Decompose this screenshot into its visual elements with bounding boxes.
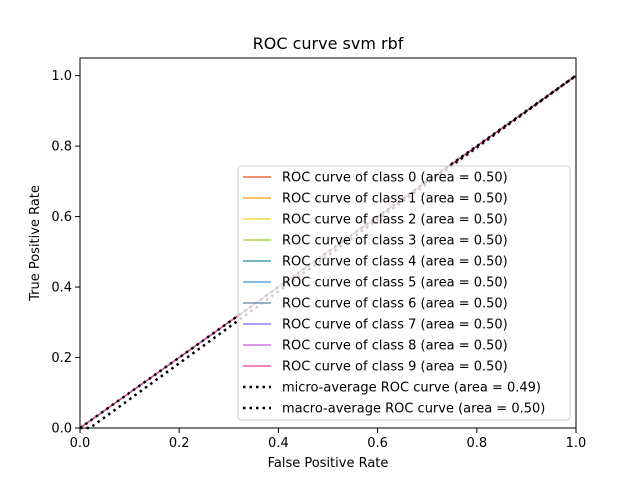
legend-box — [237, 165, 571, 421]
legend-label-11: macro-average ROC curve (area = 0.50) — [282, 402, 545, 417]
x-tick-label-3: 0.6 — [367, 436, 388, 451]
legend-label-10: micro-average ROC curve (area = 0.49) — [282, 381, 541, 396]
x-tick-label-5: 1.0 — [566, 436, 587, 451]
y-tick-label-1: 0.2 — [51, 351, 72, 366]
legend-label-9: ROC curve of class 9 (area = 0.50) — [282, 360, 508, 375]
plot-frame — [79, 57, 577, 429]
chart-title: ROC curve svm rbf — [253, 34, 404, 53]
y-axis-ticks: 0.0 0.2 0.4 0.6 0.8 1.0 — [51, 69, 80, 437]
series-line-11 — [79, 74, 577, 430]
y-tick-label-4: 0.8 — [51, 140, 72, 155]
legend-label-0: ROC curve of class 0 (area = 0.50) — [282, 171, 508, 186]
legend: ROC curve of class 0 (area = 0.50) ROC cu… — [237, 165, 571, 421]
y-tick-label-0: 0.0 — [51, 422, 72, 437]
legend-label-4: ROC curve of class 4 (area = 0.50) — [282, 255, 508, 270]
legend-label-8: ROC curve of class 8 (area = 0.50) — [282, 339, 508, 354]
legend-label-6: ROC curve of class 6 (area = 0.50) — [282, 297, 508, 312]
legend-label-3: ROC curve of class 3 (area = 0.50) — [282, 234, 508, 249]
legend-label-5: ROC curve of class 5 (area = 0.50) — [282, 276, 508, 291]
x-tick-label-4: 0.8 — [466, 436, 487, 451]
x-tick-label-0: 0.0 — [70, 436, 91, 451]
y-axis-label: True Positive Rate — [28, 185, 43, 302]
y-tick-label-5: 1.0 — [51, 69, 72, 84]
x-tick-label-2: 0.4 — [268, 436, 289, 451]
x-axis-ticks: 0.0 0.2 0.4 0.6 0.8 1.0 — [70, 428, 587, 451]
legend-label-2: ROC curve of class 2 (area = 0.50) — [282, 213, 508, 228]
x-axis-label: False Positive Rate — [268, 456, 389, 471]
legend-label-7: ROC curve of class 7 (area = 0.50) — [282, 318, 508, 333]
x-tick-label-1: 0.2 — [169, 436, 190, 451]
y-tick-label-3: 0.6 — [51, 210, 72, 225]
legend-label-1: ROC curve of class 1 (area = 0.50) — [282, 192, 508, 207]
y-tick-label-2: 0.4 — [51, 281, 72, 296]
